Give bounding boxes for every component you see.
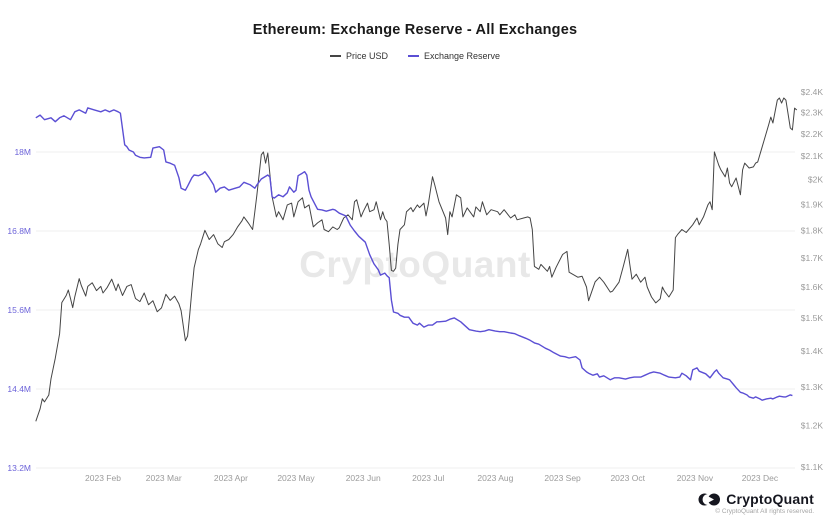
left-axis-tick-label: 16.8M — [7, 226, 31, 236]
x-axis-tick-label: 2023 Sep — [544, 473, 581, 483]
footer-brand: CryptoQuant — [726, 491, 814, 507]
x-axis-tick-label: 2023 Apr — [214, 473, 248, 483]
legend-label: Exchange Reserve — [423, 51, 501, 61]
right-axis-tick-label: $1.6K — [801, 282, 824, 292]
x-axis-tick-label: 2023 Aug — [477, 473, 513, 483]
footer: CryptoQuant © CryptoQuant All rights res… — [698, 491, 814, 515]
right-axis-tick-label: $2.2K — [801, 129, 824, 139]
legend-label: Price USD — [345, 51, 388, 61]
left-axis-tick-label: 14.4M — [7, 384, 31, 394]
right-axis-tick-label: $1.8K — [801, 225, 824, 235]
right-axis-tick-label: $1.1K — [801, 462, 824, 472]
footer-copyright: © CryptoQuant All rights reserved. — [715, 508, 814, 515]
x-axis-tick-label: 2023 May — [277, 473, 315, 483]
x-axis-tick-label: 2023 Jul — [412, 473, 444, 483]
x-axis-tick-label: 2023 Mar — [146, 473, 182, 483]
right-axis-tick-label: $2.3K — [801, 108, 824, 118]
x-axis-tick-label: 2023 Feb — [85, 473, 121, 483]
right-axis-tick-label: $2K — [808, 175, 823, 185]
right-axis-tick-label: $1.9K — [801, 199, 824, 209]
x-axis-tick-label: 2023 Jun — [346, 473, 381, 483]
x-axis-tick-label: 2023 Dec — [742, 473, 779, 483]
right-axis-tick-label: $1.4K — [801, 346, 824, 356]
price-line-swatch-icon — [329, 55, 341, 57]
right-axis-tick-label: $1.2K — [801, 420, 824, 430]
reserve-line-swatch-icon — [407, 55, 419, 57]
chart-title: Ethereum: Exchange Reserve - All Exchang… — [252, 22, 578, 38]
right-axis-tick-label: $1.5K — [801, 313, 824, 323]
legend-item-exchange-reserve[interactable]: Exchange Reserve — [407, 51, 501, 61]
x-axis-tick-label: 2023 Oct — [610, 473, 645, 483]
cryptoquant-logo-icon — [698, 493, 721, 505]
right-axis-tick-label: $2.1K — [801, 151, 824, 161]
price-usd-line[interactable] — [35, 97, 798, 422]
left-axis-tick-label: 13.2M — [7, 463, 31, 473]
chart-legend: Price USD Exchange Reserve — [0, 51, 830, 61]
legend-item-price-usd[interactable]: Price USD — [329, 51, 388, 61]
right-axis-tick-label: $2.4K — [801, 87, 824, 97]
exchange-reserve-line[interactable] — [35, 107, 793, 401]
x-axis-tick-label: 2023 Nov — [677, 473, 714, 483]
left-axis-tick-label: 18M — [14, 147, 31, 157]
left-axis-tick-label: 15.6M — [7, 305, 31, 315]
right-axis-tick-label: $1.7K — [801, 253, 824, 263]
right-axis-tick-label: $1.3K — [801, 382, 824, 392]
cryptoquant-watermark: CryptoQuant — [299, 244, 531, 285]
